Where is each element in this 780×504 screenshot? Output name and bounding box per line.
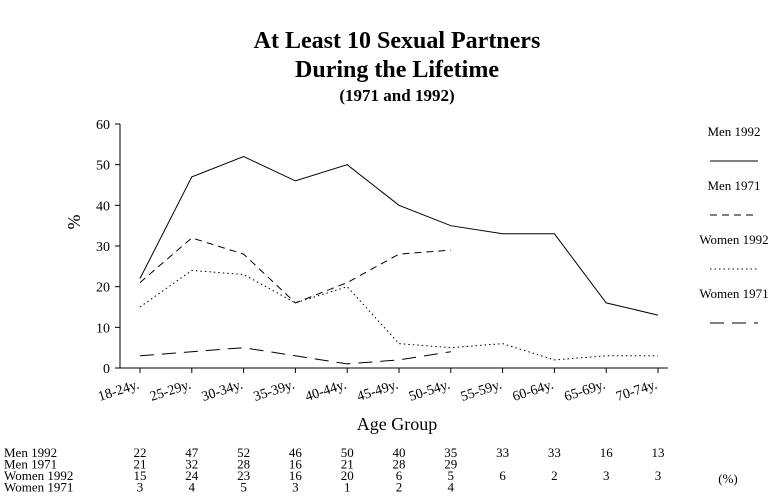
legend: Men 1992 Men 1971 Women 1992 Women 1971 [699, 124, 769, 324]
table-cell: 5 [448, 468, 455, 483]
x-tick-label: 45-49y. [355, 378, 400, 405]
table-cell: 4 [189, 480, 196, 495]
table-cell: 4 [448, 480, 455, 495]
chart-title-line2: During the Lifetime [295, 57, 499, 83]
x-tick-label: 18-24y. [96, 378, 141, 405]
table-cell: 6 [499, 468, 506, 483]
table-row-label: Men 1971 [4, 457, 57, 472]
table-cell: 2 [396, 480, 403, 495]
table-cell: 3 [603, 468, 610, 483]
x-tick-label: 55-59y. [459, 378, 504, 405]
y-tick-label: 10 [96, 321, 110, 336]
table-cell: 23 [237, 468, 250, 483]
table-row-label: Women 1971 [4, 480, 73, 495]
plot-lines [139, 155, 659, 365]
x-tick-label: 25-29y. [148, 378, 193, 405]
table-cell: 20 [341, 468, 354, 483]
series-line-men-1971 [139, 237, 451, 304]
x-axis-label: Age Group [357, 414, 437, 434]
y-tick-label: 60 [96, 118, 110, 133]
table-cell: 13 [652, 445, 665, 460]
table-cell: 3 [655, 468, 662, 483]
x-tick-label: 60-64y. [511, 378, 556, 405]
y-tick-label: 50 [96, 159, 110, 174]
x-tick-label: 70-74y. [614, 378, 659, 405]
table-cell: 52 [237, 445, 250, 460]
table-cell: 35 [444, 445, 457, 460]
chart-title: At Least 10 Sexual Partners [254, 28, 541, 54]
series-line-women-1992 [139, 269, 658, 361]
table-row-label: Men 1992 [4, 445, 57, 460]
table-cell: 16 [289, 457, 303, 472]
legend-label: Men 1971 [707, 178, 760, 193]
table-cell: 33 [496, 445, 509, 460]
table-unit: (%) [718, 471, 738, 486]
table-cell: 32 [185, 457, 198, 472]
y-tick-label: 40 [96, 199, 110, 214]
y-tick-label: 20 [96, 281, 110, 296]
table-cell: 21 [341, 457, 354, 472]
series-line-women-1971 [139, 347, 451, 365]
table-cell: 3 [137, 480, 144, 495]
table-cell: 16 [289, 468, 303, 483]
x-tick-label: 35-39y. [252, 378, 297, 405]
series-line-men-1992 [139, 155, 659, 316]
chart-subtitle: (1971 and 1992) [339, 86, 454, 105]
axes [119, 124, 668, 369]
legend-label: Women 1971 [699, 286, 768, 301]
y-tick-label: 30 [96, 240, 110, 255]
y-tick-label: 0 [103, 362, 110, 377]
table-cell: 5 [240, 480, 247, 495]
x-ticks: 18-24y. 25-29y. 30-34y. 35-39y. 40-44y. 45-49… [96, 368, 659, 405]
table-cell: 29 [444, 457, 457, 472]
table-cell: 50 [341, 445, 354, 460]
table-cell: 3 [292, 480, 299, 495]
x-tick-label: 50-54y. [407, 378, 452, 405]
legend-label: Men 1992 [707, 124, 760, 139]
table-cell: 2 [551, 468, 558, 483]
table-cell: 33 [548, 445, 561, 460]
table-cell: 21 [134, 457, 147, 472]
table-cell: 46 [289, 445, 303, 460]
y-ticks: 0 10 20 30 40 50 60 [96, 118, 120, 377]
table-cell: 1 [344, 480, 351, 495]
table-cell: 24 [185, 468, 199, 483]
y-axis-label: % [64, 215, 84, 230]
x-tick-label: 40-44y. [304, 378, 349, 405]
table-cell: 15 [134, 468, 147, 483]
table-cell: 28 [237, 457, 250, 472]
x-tick-label: 30-34y. [200, 378, 245, 405]
table-cell: 22 [134, 445, 147, 460]
table-cell: 6 [396, 468, 403, 483]
table-cell: 47 [185, 445, 199, 460]
table-cell: 40 [393, 445, 406, 460]
legend-label: Women 1992 [699, 232, 768, 247]
table-cell: 28 [393, 457, 406, 472]
table-cell: 16 [600, 445, 614, 460]
x-tick-label: 65-69y. [563, 378, 608, 405]
table-row-label: Women 1992 [4, 468, 73, 483]
